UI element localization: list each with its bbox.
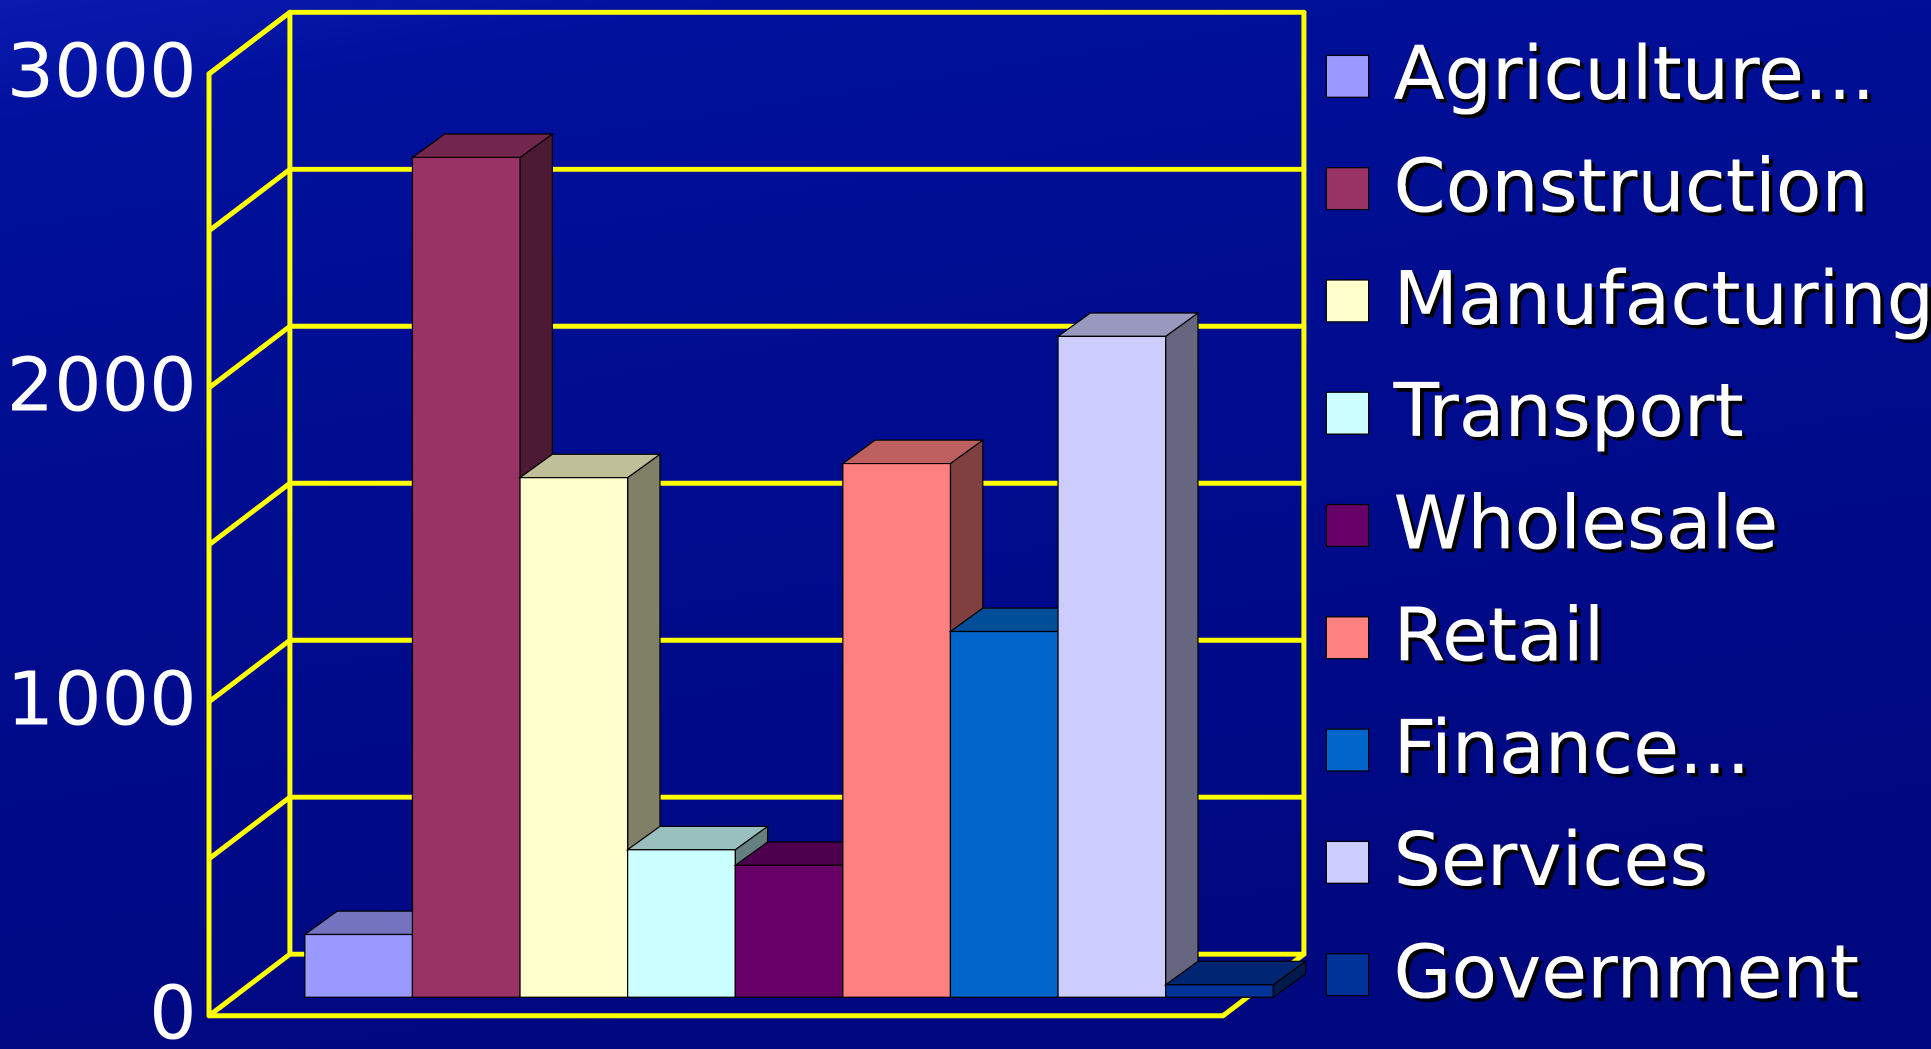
legend-swatch (1325, 616, 1370, 660)
legend-label: Construction (1394, 143, 1869, 230)
legend-swatch (1325, 728, 1370, 772)
legend-label: Government (1394, 929, 1859, 1016)
legend-swatch (1325, 391, 1370, 435)
grid-line (206, 794, 293, 862)
bar-front (627, 849, 736, 998)
y-tick-label: 3000 (7, 28, 197, 115)
bar-front (734, 864, 844, 998)
legend-label: Transport (1392, 367, 1743, 454)
bar-front (519, 477, 629, 998)
grid-line (206, 480, 293, 548)
y-tick-label: 1000 (7, 656, 197, 743)
bar (1163, 960, 1308, 999)
legend-swatch (1325, 503, 1370, 548)
legend-label: Retail (1394, 592, 1605, 679)
legend-swatch (1325, 840, 1370, 884)
legend-swatch (1325, 167, 1370, 211)
bar-front (411, 156, 521, 998)
bar-front (1057, 335, 1167, 998)
bar-front (1165, 984, 1274, 998)
grid-line (206, 951, 293, 1019)
grid-line (206, 637, 293, 705)
bar-front (949, 630, 1059, 998)
legend-label: Finance... (1394, 704, 1751, 791)
grid-line (206, 9, 293, 77)
bar-front (304, 933, 414, 998)
legend-swatch (1325, 54, 1370, 98)
grid-line (206, 323, 293, 391)
legend-label: Services (1394, 817, 1709, 904)
grid-line (206, 166, 293, 234)
bar-side (1165, 311, 1199, 999)
y-tick-label: 2000 (7, 342, 197, 429)
legend-swatch (1325, 279, 1370, 323)
y-tick-label: 0 (149, 970, 196, 1049)
legend-label: Agriculture... (1394, 31, 1876, 118)
legend-swatch (1325, 953, 1370, 997)
bar-front (842, 462, 952, 998)
legend-label: Manufacturing (1394, 255, 1931, 342)
bar (1056, 311, 1200, 999)
legend-label: Wholesale (1394, 480, 1779, 567)
